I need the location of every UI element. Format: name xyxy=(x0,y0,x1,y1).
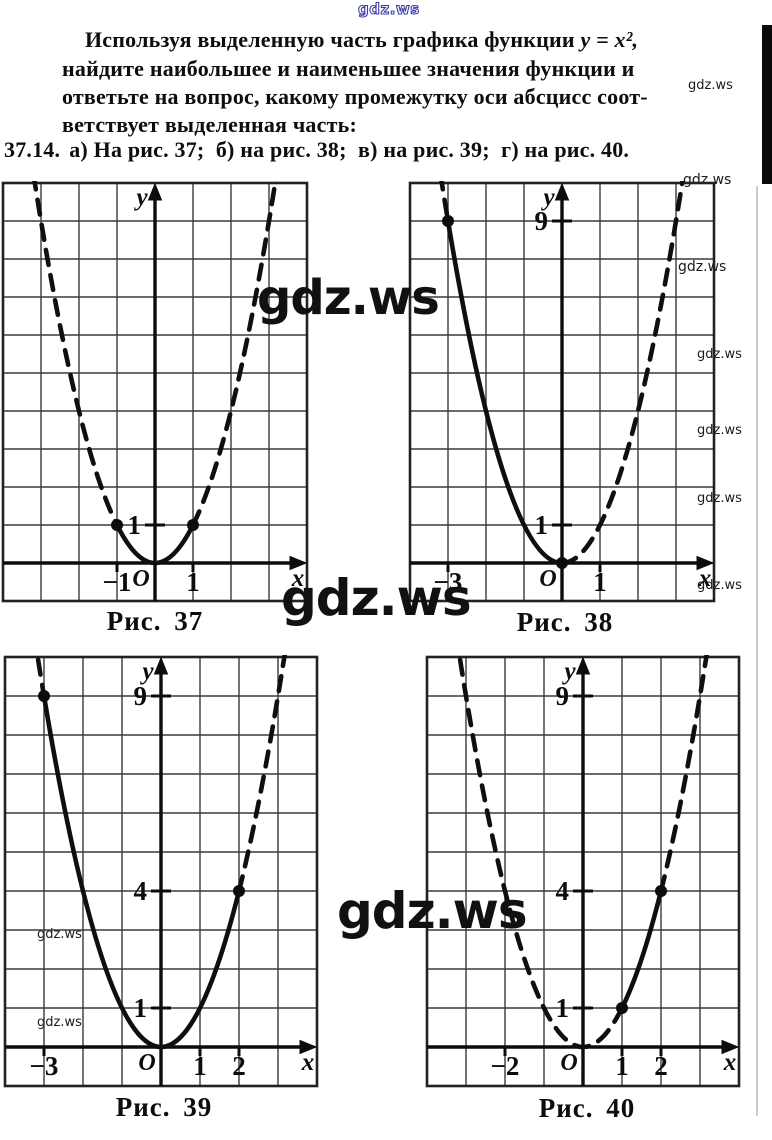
page-edge-bar xyxy=(762,25,772,184)
svg-text:y: y xyxy=(561,658,576,685)
problem-statement-line-4: ветствует выделенная часть: xyxy=(62,112,357,137)
figure-caption-40: Рис. 40 xyxy=(538,1093,636,1123)
svg-text:1: 1 xyxy=(593,567,607,597)
problem-items-line: 37.14. а) На рис. 37; б) на рис. 38; в) н… xyxy=(4,137,629,163)
svg-text:x: x xyxy=(301,1049,315,1076)
watermark-fig39-2: gdz.ws xyxy=(37,1015,82,1030)
problem-items: а) На рис. 37; б) на рис. 38; в) на рис.… xyxy=(69,137,630,162)
svg-text:y: y xyxy=(540,184,555,211)
problem-number: 37.14. xyxy=(4,137,61,162)
watermark-margin-3: gdz.ws xyxy=(697,347,742,362)
svg-text:1: 1 xyxy=(186,567,200,597)
svg-text:9: 9 xyxy=(556,681,570,711)
function-formula: y = x², xyxy=(580,27,639,52)
watermark-header-right: gdz.ws xyxy=(688,78,733,93)
watermark-top-center: gdz.ws xyxy=(357,0,420,18)
watermark-fig39-1: gdz.ws xyxy=(37,927,82,942)
svg-text:−1: −1 xyxy=(103,567,132,597)
svg-text:9: 9 xyxy=(134,681,148,711)
svg-text:1: 1 xyxy=(615,1051,629,1081)
svg-text:O: O xyxy=(138,1050,155,1076)
svg-text:O: O xyxy=(132,566,149,592)
watermark-large-2: gdz.ws xyxy=(281,569,472,627)
svg-text:x: x xyxy=(723,1049,737,1076)
svg-text:y: y xyxy=(133,184,148,211)
svg-text:1: 1 xyxy=(556,993,570,1023)
figure-plot-38: 9 1 −3 1 O x y xyxy=(408,181,716,603)
svg-text:−3: −3 xyxy=(434,567,463,597)
figure-caption-38: Рис. 38 xyxy=(516,607,614,637)
figure-plot-40: 941−2 1 2O xy xyxy=(425,655,741,1088)
statement-text: Используя выделенную часть графика функц… xyxy=(85,27,581,52)
watermark-margin-6: gdz.ws xyxy=(697,578,742,593)
svg-text:1: 1 xyxy=(134,993,148,1023)
svg-text:1: 1 xyxy=(128,510,142,540)
problem-statement-line-3: ответьте на вопрос, какому промежутку ос… xyxy=(62,84,648,109)
svg-text:1: 1 xyxy=(535,510,549,540)
figure-plot-37: 1 −1 1 O x y xyxy=(1,181,309,603)
svg-text:1: 1 xyxy=(193,1051,207,1081)
figure-plot-39: 941−3 1 2O xy xyxy=(3,655,319,1088)
svg-text:4: 4 xyxy=(556,876,570,906)
watermark-margin-4: gdz.ws xyxy=(697,423,742,438)
svg-text:2: 2 xyxy=(654,1051,668,1081)
svg-text:4: 4 xyxy=(134,876,148,906)
svg-text:−3: −3 xyxy=(30,1051,59,1081)
svg-text:9: 9 xyxy=(535,206,549,236)
svg-text:x: x xyxy=(291,565,305,592)
watermark-margin-5: gdz.ws xyxy=(697,491,742,506)
watermark-large-3: gdz.ws xyxy=(337,882,528,940)
page-edge-line xyxy=(756,186,758,1116)
watermark-large-1: gdz.ws xyxy=(257,270,440,326)
svg-text:y: y xyxy=(139,658,154,685)
svg-text:2: 2 xyxy=(232,1051,246,1081)
svg-text:−2: −2 xyxy=(491,1051,520,1081)
svg-text:O: O xyxy=(539,566,556,592)
figure-caption-37: Рис. 37 xyxy=(106,606,204,636)
problem-statement-line-1: Используя выделенную часть графика функц… xyxy=(85,27,638,53)
svg-text:x: x xyxy=(698,565,712,592)
svg-text:O: O xyxy=(560,1050,577,1076)
figure-caption-39: Рис. 39 xyxy=(115,1092,213,1122)
problem-statement-line-2: найдите наибольшее и наименьшее значения… xyxy=(62,56,635,81)
